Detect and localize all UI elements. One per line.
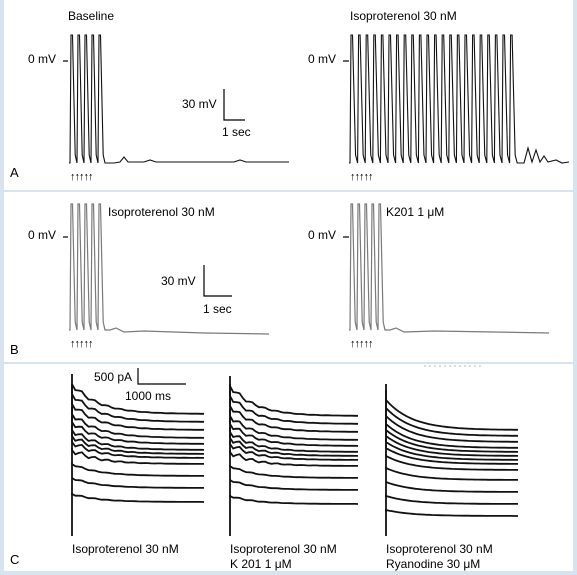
current-sweep bbox=[229, 409, 359, 441]
current-family-ryanodine bbox=[385, 384, 519, 536]
scale-bar-a bbox=[223, 89, 245, 121]
panel-b-zero-mv-right: 0 mV bbox=[308, 228, 337, 242]
panel-a-stimulus-arrows-left: ↑↑↑↑↑ bbox=[70, 171, 93, 183]
current-family-isoproterenol bbox=[71, 374, 205, 536]
current-sweep bbox=[71, 416, 205, 445]
current-sweep bbox=[71, 425, 205, 451]
caption-1-line1: Isoproterenol 30 nM bbox=[72, 542, 179, 556]
current-sweep bbox=[229, 494, 359, 505]
current-sweep bbox=[385, 417, 518, 449]
panel-c-letter: C bbox=[10, 552, 20, 567]
current-sweep bbox=[229, 398, 358, 433]
panel-a-zero-mv-left: 0 mV bbox=[28, 52, 57, 66]
current-sweep bbox=[71, 492, 205, 503]
panel-c-scale-current: 500 pA bbox=[94, 370, 133, 384]
current-sweep bbox=[71, 374, 204, 415]
panel-b-traces bbox=[63, 203, 550, 335]
scale-bar-b bbox=[203, 265, 232, 297]
current-sweep bbox=[385, 438, 518, 461]
panel-a-scale-voltage: 30 mV bbox=[182, 97, 217, 111]
current-sweep bbox=[229, 387, 358, 425]
current-family-k201 bbox=[229, 376, 359, 536]
trace-baseline bbox=[69, 34, 289, 164]
panel-a-zero-mv-right: 0 mV bbox=[308, 52, 337, 66]
panel-a-letter: A bbox=[10, 165, 19, 180]
current-sweep bbox=[71, 439, 204, 459]
current-sweep bbox=[229, 479, 358, 491]
current-sweep bbox=[385, 467, 518, 481]
current-sweep bbox=[385, 424, 519, 453]
panel-a: Baseline Isoproterenol 30 nM 0 mV 0 mV 3… bbox=[4, 0, 573, 190]
current-sweep bbox=[71, 477, 204, 489]
current-sweep bbox=[229, 376, 358, 417]
panel-b-stimulus-arrows-left: ↑↑↑↑↑ bbox=[70, 338, 93, 350]
panel-b-scale-time: 1 sec bbox=[203, 302, 232, 316]
current-sweep bbox=[229, 427, 359, 453]
panel-a-left-title: Baseline bbox=[68, 9, 115, 23]
current-sweep bbox=[385, 399, 518, 437]
current-sweep bbox=[385, 508, 518, 517]
panel-a-traces bbox=[63, 34, 570, 164]
panel-b: Isoproterenol 30 nM K201 1 μM 0 mV 0 mV … bbox=[4, 192, 573, 362]
caption-2-line1: Isoproterenol 30 nM bbox=[230, 542, 337, 556]
caption-2-line2: K 201 1 μM bbox=[230, 557, 292, 571]
panel-b-right-title: K201 1 μM bbox=[386, 205, 445, 219]
caption-3-line2: Ryanodine 30 μM bbox=[386, 557, 481, 571]
current-sweep bbox=[385, 431, 519, 457]
current-sweep bbox=[385, 408, 518, 443]
current-sweep bbox=[229, 465, 358, 479]
current-sweep bbox=[385, 481, 518, 493]
scale-bar-c bbox=[137, 368, 186, 385]
panel-a-scale-time: 1 sec bbox=[222, 125, 251, 139]
panel-a-stimulus-arrows-right: ↑↑↑↑↑ bbox=[350, 171, 373, 183]
current-sweep bbox=[71, 396, 204, 431]
current-sweep bbox=[71, 448, 204, 465]
current-sweep bbox=[71, 407, 205, 439]
current-sweep bbox=[229, 434, 358, 457]
panel-c: 500 pA 1000 ms C Isoproterenol 30 nM Iso… bbox=[4, 364, 573, 571]
current-sweep bbox=[385, 445, 518, 465]
current-sweep bbox=[385, 454, 518, 471]
panel-b-zero-mv-left: 0 mV bbox=[28, 228, 57, 242]
current-sweep bbox=[229, 441, 358, 461]
current-sweep bbox=[71, 463, 204, 477]
panel-b-left-title: Isoproterenol 30 nM bbox=[108, 205, 215, 219]
caption-3-line1: Isoproterenol 30 nM bbox=[386, 542, 493, 556]
current-sweep bbox=[71, 432, 204, 455]
panel-b-stimulus-arrows-right: ↑↑↑↑↑ bbox=[350, 338, 373, 350]
trace-isoproterenol bbox=[349, 34, 570, 164]
panel-c-traces bbox=[71, 365, 519, 536]
panel-b-letter: B bbox=[10, 342, 19, 357]
panel-c-scale-time: 1000 ms bbox=[125, 389, 172, 403]
trace-k201 bbox=[349, 203, 550, 334]
current-sweep bbox=[385, 390, 518, 431]
current-sweep bbox=[385, 494, 518, 505]
panel-b-scale-voltage: 30 mV bbox=[161, 274, 196, 288]
current-sweep bbox=[71, 385, 204, 423]
current-sweep bbox=[229, 450, 358, 467]
panel-a-right-title: Isoproterenol 30 nM bbox=[350, 9, 457, 23]
trace-isoproterenol-b bbox=[69, 203, 270, 335]
current-sweep bbox=[229, 418, 359, 447]
